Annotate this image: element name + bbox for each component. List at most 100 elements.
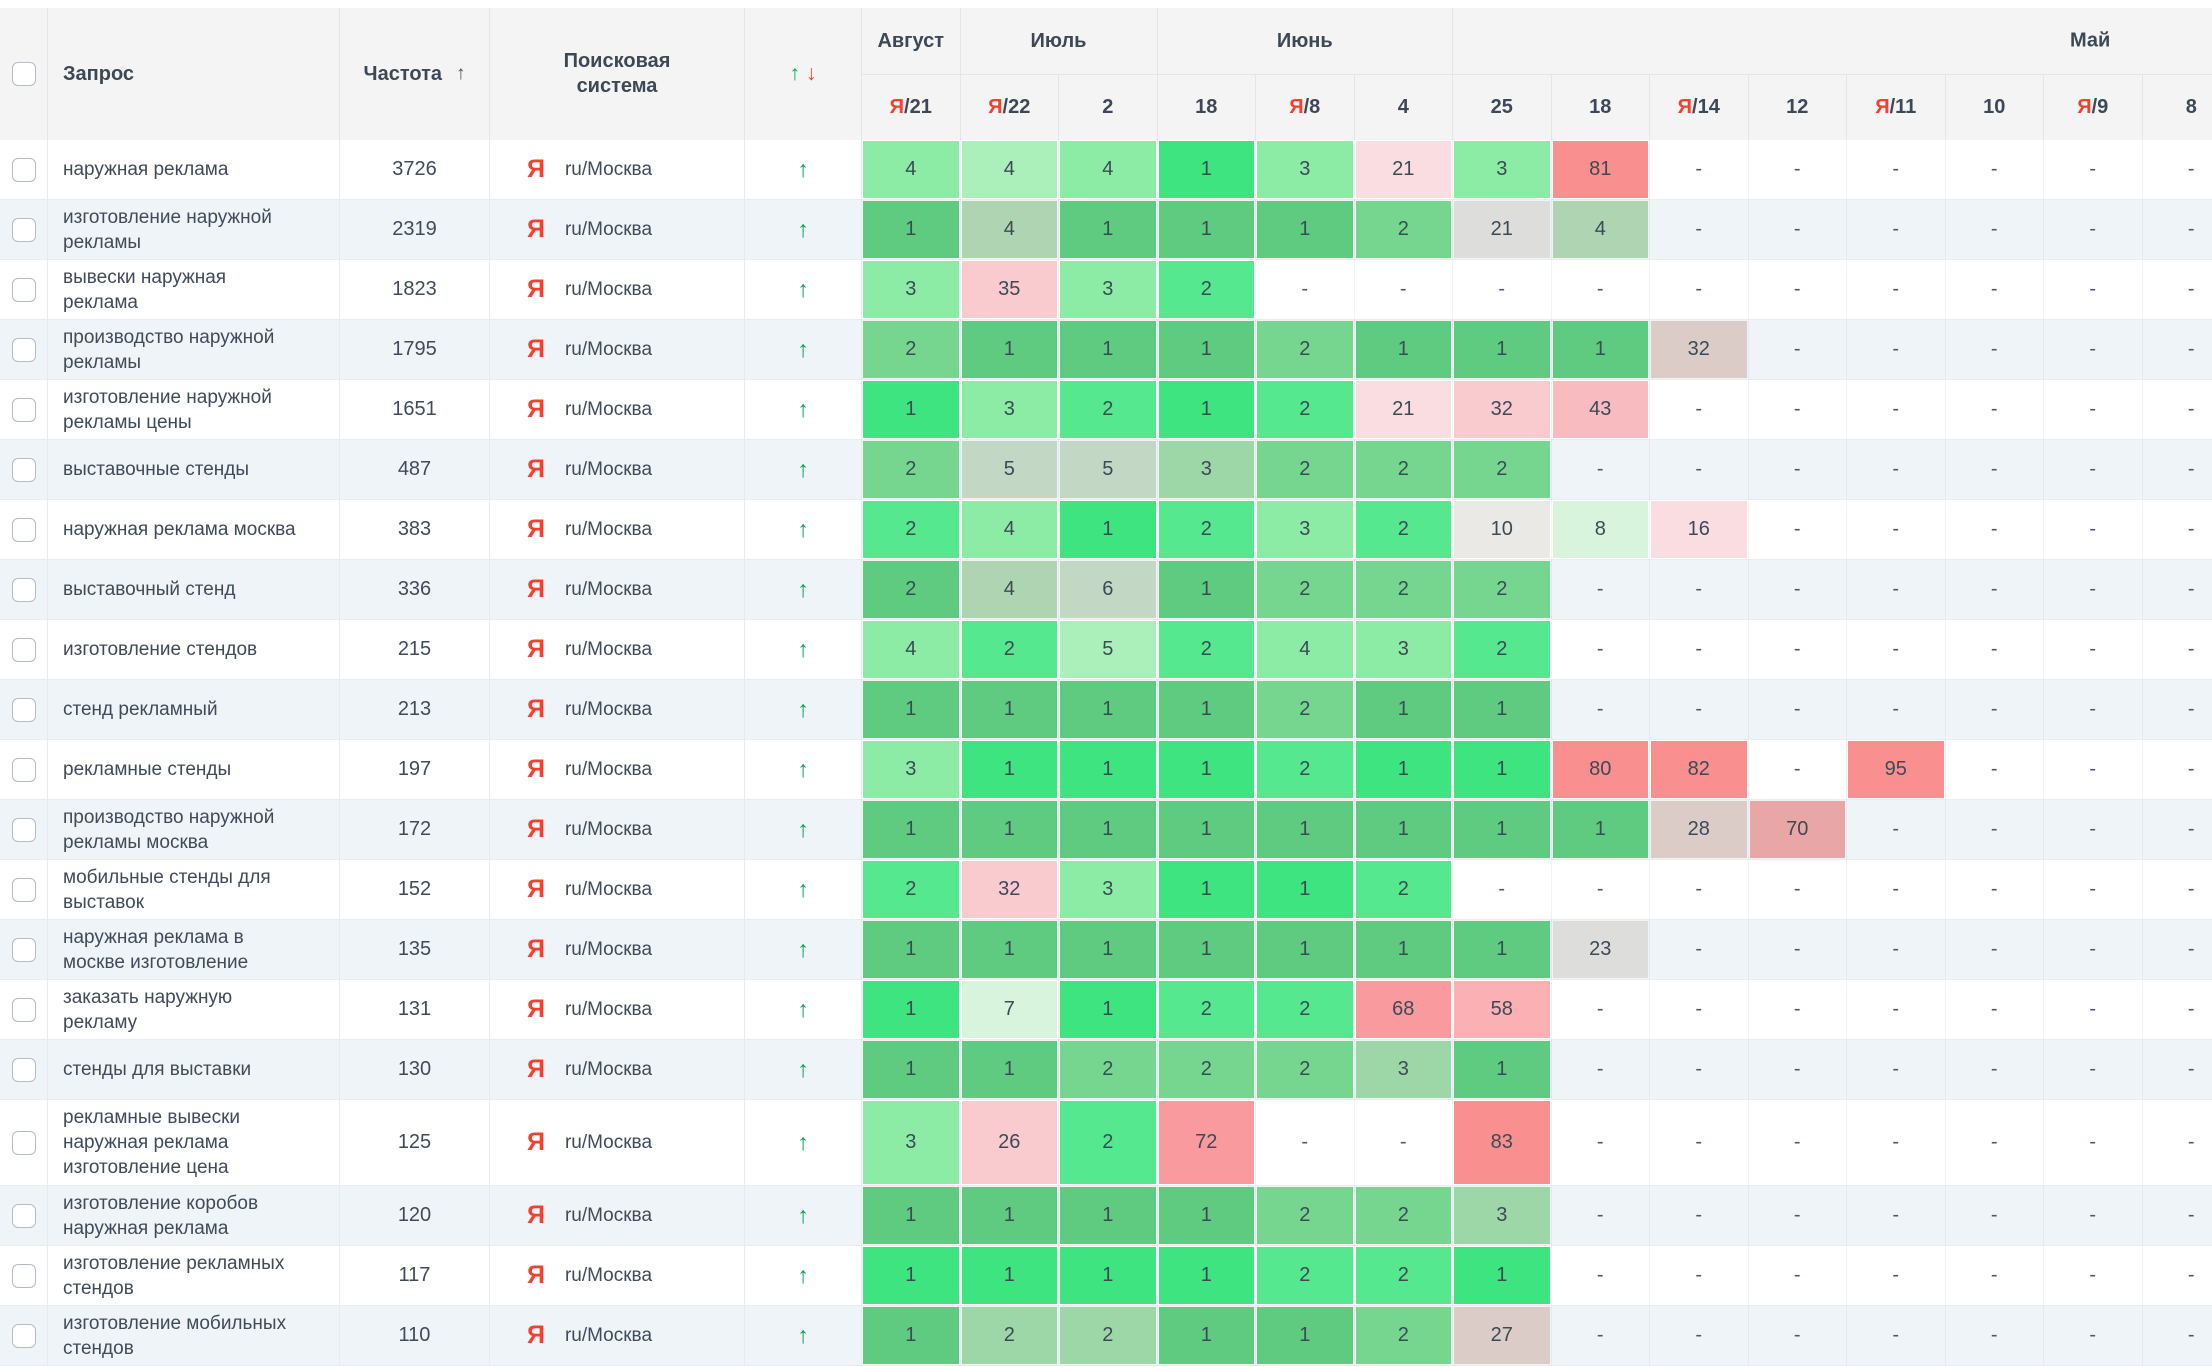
row-checkbox[interactable] (11, 1323, 36, 1348)
position-cell[interactable]: - (2044, 380, 2143, 439)
position-cell[interactable]: 1 (1256, 200, 1355, 259)
position-cell[interactable]: 1 (1059, 200, 1158, 259)
position-cell[interactable]: - (1749, 500, 1847, 559)
position-cell[interactable]: 1 (1158, 680, 1256, 739)
position-cell[interactable]: 2 (1256, 680, 1355, 739)
row-checkbox[interactable] (11, 1057, 36, 1082)
date-header-12[interactable]: 10 (1945, 75, 2044, 140)
position-cell[interactable]: - (2143, 620, 2212, 679)
position-cell[interactable]: - (2044, 200, 2143, 259)
position-cell[interactable]: 2 (1158, 620, 1256, 679)
position-cell[interactable]: - (1946, 560, 2044, 619)
position-cell[interactable]: - (1650, 1186, 1749, 1245)
position-cell[interactable]: 3 (1059, 860, 1158, 919)
position-cell[interactable]: - (1847, 800, 1946, 859)
position-cell[interactable]: - (2143, 320, 2212, 379)
position-cell[interactable]: 1 (862, 1306, 961, 1365)
position-cell[interactable]: - (2044, 140, 2143, 199)
position-cell[interactable]: 82 (1650, 740, 1749, 799)
position-cell[interactable]: 35 (961, 260, 1059, 319)
position-cell[interactable]: 4 (961, 140, 1059, 199)
position-cell[interactable]: 1 (1059, 920, 1158, 979)
position-cell[interactable]: - (2143, 1186, 2212, 1245)
position-cell[interactable]: 95 (1847, 740, 1946, 799)
position-cell[interactable]: - (1650, 380, 1749, 439)
position-cell[interactable]: 1 (1453, 740, 1552, 799)
query-cell[interactable]: наружная реклама москва (48, 500, 340, 559)
date-header-8[interactable]: 18 (1551, 75, 1650, 140)
position-cell[interactable]: - (2143, 380, 2212, 439)
position-cell[interactable]: - (2044, 500, 2143, 559)
position-cell[interactable]: 1 (1158, 1306, 1256, 1365)
position-cell[interactable]: 68 (1355, 980, 1453, 1039)
position-cell[interactable]: - (2044, 980, 2143, 1039)
position-cell[interactable]: - (1552, 620, 1650, 679)
position-cell[interactable]: 2 (1355, 1246, 1453, 1305)
position-cell[interactable]: 4 (961, 500, 1059, 559)
position-cell[interactable]: 1 (1158, 1246, 1256, 1305)
query-cell[interactable]: рекламные вывески наружная реклама изгот… (48, 1100, 340, 1185)
position-cell[interactable]: - (1355, 260, 1453, 319)
position-cell[interactable]: 3 (862, 1100, 961, 1185)
position-cell[interactable]: 4 (1552, 200, 1650, 259)
position-cell[interactable]: 6 (1059, 560, 1158, 619)
row-checkbox[interactable] (11, 517, 36, 542)
date-header-3[interactable]: 2 (1059, 75, 1158, 140)
position-cell[interactable]: 2 (1453, 620, 1552, 679)
position-cell[interactable]: - (1847, 1246, 1946, 1305)
position-cell[interactable]: 1 (1158, 200, 1256, 259)
query-cell[interactable]: выставочный стенд (48, 560, 340, 619)
position-cell[interactable]: 1 (1552, 320, 1650, 379)
position-cell[interactable]: 2 (1256, 320, 1355, 379)
position-cell[interactable]: 72 (1158, 1100, 1256, 1185)
position-cell[interactable]: - (2044, 1186, 2143, 1245)
position-cell[interactable]: - (2044, 260, 2143, 319)
position-cell[interactable]: 1 (862, 380, 961, 439)
position-cell[interactable]: - (1749, 920, 1847, 979)
position-cell[interactable]: 2 (1059, 1306, 1158, 1365)
position-cell[interactable]: - (1847, 860, 1946, 919)
position-cell[interactable]: 5 (1059, 620, 1158, 679)
position-cell[interactable]: 3 (862, 260, 961, 319)
position-cell[interactable]: 3 (1453, 1186, 1552, 1245)
position-cell[interactable]: - (1847, 380, 1946, 439)
position-cell[interactable]: - (1946, 440, 2044, 499)
position-cell[interactable]: - (1946, 980, 2044, 1039)
position-cell[interactable]: 3 (961, 380, 1059, 439)
position-cell[interactable]: - (1650, 1246, 1749, 1305)
position-cell[interactable]: - (1453, 860, 1552, 919)
position-cell[interactable]: - (1847, 320, 1946, 379)
position-cell[interactable]: - (1946, 1306, 2044, 1365)
position-cell[interactable]: 2 (1158, 260, 1256, 319)
position-cell[interactable]: 16 (1650, 500, 1749, 559)
row-checkbox[interactable] (11, 637, 36, 662)
position-cell[interactable]: 21 (1355, 380, 1453, 439)
query-cell[interactable]: изготовление рекламных стендов (48, 1246, 340, 1305)
position-cell[interactable]: 2 (1355, 500, 1453, 559)
position-cell[interactable]: - (1650, 980, 1749, 1039)
query-cell[interactable]: вывески наружная реклама (48, 260, 340, 319)
position-cell[interactable]: - (1749, 680, 1847, 739)
position-cell[interactable]: - (2044, 1246, 2143, 1305)
date-header-9[interactable]: Я/14 (1650, 75, 1749, 140)
position-cell[interactable]: 1 (862, 1246, 961, 1305)
position-cell[interactable]: - (1749, 1246, 1847, 1305)
position-cell[interactable]: - (2044, 860, 2143, 919)
position-cell[interactable]: - (1847, 140, 1946, 199)
query-cell[interactable]: заказать наружную рекламу (48, 980, 340, 1039)
position-cell[interactable]: - (1552, 260, 1650, 319)
position-cell[interactable]: 4 (862, 620, 961, 679)
position-cell[interactable]: - (2044, 1100, 2143, 1185)
position-cell[interactable]: 81 (1552, 140, 1650, 199)
position-cell[interactable]: 1 (862, 980, 961, 1039)
position-cell[interactable]: - (2143, 500, 2212, 559)
date-header-11[interactable]: Я/11 (1847, 75, 1946, 140)
position-cell[interactable]: 80 (1552, 740, 1650, 799)
position-cell[interactable]: 5 (961, 440, 1059, 499)
position-cell[interactable]: - (1847, 680, 1946, 739)
position-cell[interactable]: - (2044, 920, 2143, 979)
position-cell[interactable]: - (1650, 260, 1749, 319)
query-cell[interactable]: наружная реклама (48, 140, 340, 199)
row-checkbox[interactable] (11, 1203, 36, 1228)
date-header-7[interactable]: 25 (1453, 75, 1552, 140)
